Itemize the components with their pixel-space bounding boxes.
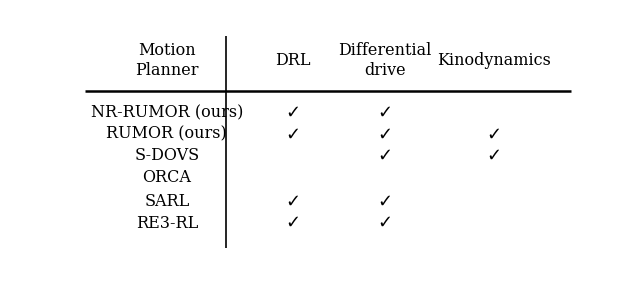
Text: ✓: ✓ — [486, 147, 502, 165]
Text: RUMOR (ours): RUMOR (ours) — [106, 126, 227, 143]
Text: ✓: ✓ — [486, 125, 502, 143]
Text: Kinodynamics: Kinodynamics — [437, 52, 551, 69]
Text: ✓: ✓ — [285, 192, 301, 210]
Text: Differential
drive: Differential drive — [339, 42, 432, 79]
Text: SARL: SARL — [144, 193, 189, 210]
Text: Motion
Planner: Motion Planner — [135, 42, 198, 79]
Text: ✓: ✓ — [378, 192, 392, 210]
Text: ✓: ✓ — [378, 125, 392, 143]
Text: ✓: ✓ — [285, 104, 301, 122]
Text: DRL: DRL — [276, 52, 311, 69]
Text: ✓: ✓ — [378, 214, 392, 232]
Text: ✓: ✓ — [378, 147, 392, 165]
Text: ✓: ✓ — [285, 125, 301, 143]
Text: S-DOVS: S-DOVS — [134, 148, 200, 164]
Text: NR-RUMOR (ours): NR-RUMOR (ours) — [91, 104, 243, 121]
Text: ORCA: ORCA — [142, 169, 191, 186]
Text: RE3-RL: RE3-RL — [136, 215, 198, 232]
Text: ✓: ✓ — [378, 104, 392, 122]
Text: ✓: ✓ — [285, 214, 301, 232]
